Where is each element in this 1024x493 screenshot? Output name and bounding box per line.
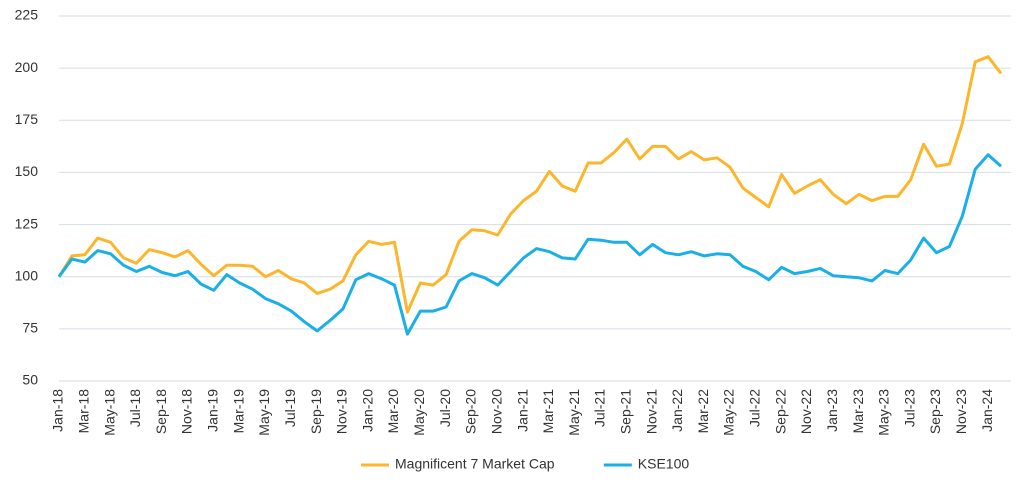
x-tick-label: May-22 [721,389,737,436]
x-tick-label: May-20 [411,389,427,436]
y-tick-label: 175 [15,111,39,127]
y-tick-label: 225 [15,7,39,23]
y-tick-label: 200 [15,59,39,75]
x-tick-label: Sep-23 [927,389,943,434]
x-tick-label: Sep-21 [617,389,633,434]
x-tick-label: Mar-18 [76,389,92,434]
x-tick-label: Mar-19 [230,389,246,434]
x-tick-label: May-21 [566,389,582,436]
x-tick-label: Sep-18 [153,389,169,434]
x-tick-label: Nov-21 [643,389,659,434]
x-tick-label: Jan-18 [50,389,66,432]
y-tick-label: 150 [15,163,39,179]
x-tick-label: Sep-19 [308,389,324,434]
legend-label: Magnificent 7 Market Cap [395,456,555,472]
x-tick-label: Nov-23 [953,389,969,434]
x-tick-label: Jul-19 [282,389,298,427]
y-tick-label: 100 [15,267,39,283]
x-tick-label: May-18 [101,389,117,436]
x-tick-label: Nov-22 [798,389,814,434]
x-tick-label: Jul-20 [437,389,453,427]
y-tick-label: 125 [15,215,39,231]
x-tick-label: Jan-24 [979,389,995,432]
legend-label: KSE100 [638,456,690,472]
x-tick-label: Jan-21 [514,389,530,432]
x-tick-label: Nov-18 [179,389,195,434]
x-tick-label: Jan-19 [205,389,221,432]
x-tick-label: Mar-20 [385,389,401,434]
x-tick-label: Nov-19 [334,389,350,434]
x-tick-label: Jul-23 [901,389,917,427]
x-tick-label: Sep-20 [463,389,479,434]
y-tick-label: 75 [22,320,38,336]
x-tick-label: May-19 [256,389,272,436]
x-tick-label: Mar-21 [540,389,556,434]
x-tick-label: Mar-22 [695,389,711,434]
series-line [57,55,1003,314]
x-tick-label: Jul-22 [747,389,763,427]
x-tick-label: Jan-22 [669,389,685,432]
x-tick-label: Nov-20 [488,389,504,434]
x-tick-label: Sep-22 [772,389,788,434]
x-tick-label: Mar-23 [850,389,866,434]
series-line [57,153,1002,336]
x-tick-label: Jul-21 [592,389,608,427]
x-tick-label: Jul-18 [127,389,143,427]
x-tick-label: May-23 [876,389,892,436]
x-tick-label: Jan-23 [824,389,840,432]
x-tick-label: Jan-20 [359,389,375,432]
y-tick-label: 50 [22,372,38,388]
